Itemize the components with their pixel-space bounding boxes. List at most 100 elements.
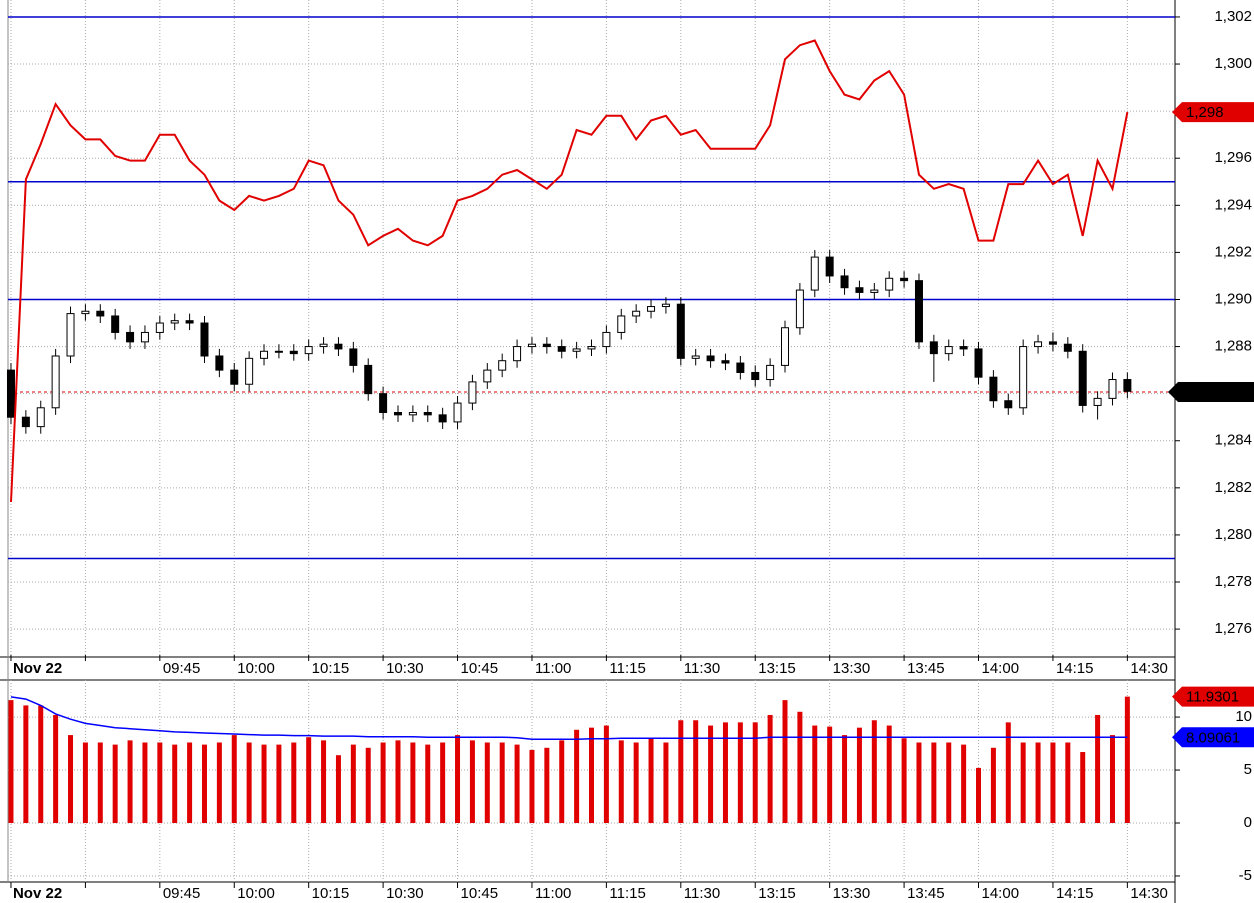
candle-body bbox=[140, 331, 149, 343]
volume-bar bbox=[514, 744, 520, 823]
candle-body bbox=[542, 343, 551, 348]
candle-body bbox=[349, 348, 358, 366]
price-marker-label: 1,298 bbox=[1186, 104, 1224, 121]
volume-bar bbox=[187, 742, 193, 823]
x-tick-label: 14:00 bbox=[982, 885, 1020, 902]
candle-body bbox=[676, 303, 685, 359]
candle-body bbox=[379, 393, 388, 413]
volume-bar bbox=[484, 742, 490, 823]
volume-bar bbox=[812, 725, 818, 823]
y-tick-label: 1,290 bbox=[1214, 290, 1252, 307]
y-tick-label: 5 bbox=[1244, 761, 1252, 778]
volume-bar bbox=[901, 738, 907, 823]
volume-bar bbox=[722, 722, 728, 823]
volume-bar bbox=[529, 749, 535, 823]
volume-bar bbox=[23, 705, 29, 823]
volume-bar bbox=[708, 725, 714, 823]
y-tick-label: -5 bbox=[1239, 867, 1252, 884]
volume-bar bbox=[544, 747, 550, 823]
candle-body bbox=[587, 346, 596, 350]
candle-body bbox=[364, 364, 373, 395]
x-tick-label: 11:30 bbox=[684, 885, 720, 902]
volume-bar bbox=[97, 742, 103, 823]
x-tick-label: 10:45 bbox=[461, 885, 499, 902]
volume-bar bbox=[782, 700, 788, 823]
volume-bar bbox=[1020, 742, 1026, 823]
candle-body bbox=[96, 310, 105, 317]
candle-body bbox=[736, 362, 745, 373]
y-tick-label: 1,288 bbox=[1214, 338, 1252, 355]
candle-body bbox=[647, 306, 656, 312]
volume-bar bbox=[8, 700, 14, 823]
x-tick-label: 10:00 bbox=[237, 660, 275, 677]
candle-body bbox=[706, 355, 715, 362]
volume-bar bbox=[380, 742, 386, 823]
candle-body bbox=[1108, 379, 1117, 399]
x-tick-label: Nov 22 bbox=[13, 660, 62, 677]
volume-bar bbox=[678, 720, 684, 823]
volume-bar bbox=[365, 747, 371, 823]
volume-bar bbox=[291, 742, 297, 823]
x-tick-label: 09:45 bbox=[163, 660, 201, 677]
x-tick-label: 14:30 bbox=[1130, 660, 1168, 677]
candle-body bbox=[21, 416, 30, 428]
candle-body bbox=[438, 414, 447, 423]
candle-body bbox=[468, 381, 477, 404]
volume-bar bbox=[38, 705, 44, 823]
candle-body bbox=[989, 376, 998, 402]
candle-body bbox=[929, 341, 938, 355]
candle-body bbox=[1048, 341, 1057, 345]
candle-body bbox=[423, 411, 432, 416]
volume-bar bbox=[455, 735, 461, 823]
x-tick-label: 13:30 bbox=[833, 660, 871, 677]
volume-bar bbox=[946, 742, 952, 823]
volume-bar bbox=[157, 742, 163, 823]
candle-body bbox=[900, 277, 909, 282]
candle-body bbox=[274, 350, 283, 353]
y-tick-label: 1,278 bbox=[1214, 573, 1252, 590]
volume-bar bbox=[886, 725, 892, 823]
volume-bar bbox=[916, 742, 922, 823]
x-tick-label: 10:30 bbox=[386, 660, 424, 677]
x-tick-label: 11:15 bbox=[609, 660, 645, 677]
price-marker bbox=[1172, 686, 1254, 707]
volume-bar bbox=[231, 735, 237, 823]
volume-bar bbox=[1050, 742, 1056, 823]
volume-bar bbox=[142, 742, 148, 823]
candle-body bbox=[632, 310, 641, 317]
series-line bbox=[10, 39, 1129, 503]
volume-bar bbox=[350, 744, 356, 823]
candle-body bbox=[781, 327, 790, 366]
candle-body bbox=[453, 402, 462, 423]
candle-body bbox=[230, 369, 239, 385]
candle-body bbox=[304, 346, 313, 355]
candle-body bbox=[825, 256, 834, 277]
candle-body bbox=[111, 315, 120, 333]
candle-body bbox=[289, 350, 298, 355]
candle-body bbox=[527, 343, 536, 348]
volume-bar bbox=[261, 744, 267, 823]
x-tick-label: 11:30 bbox=[684, 660, 720, 677]
volume-bar bbox=[68, 735, 74, 823]
candle-body bbox=[959, 346, 968, 350]
candle-body bbox=[766, 364, 775, 381]
candle-body bbox=[974, 348, 983, 378]
y-tick-label: 1,300 bbox=[1214, 55, 1252, 72]
volume-bar bbox=[827, 726, 833, 823]
y-tick-label: 10 bbox=[1235, 708, 1252, 725]
candle-body bbox=[185, 320, 194, 324]
volume-bar bbox=[1124, 696, 1130, 823]
volume-bar bbox=[395, 740, 401, 823]
volume-bar bbox=[663, 742, 669, 823]
volume-bar bbox=[469, 740, 475, 823]
candle-body bbox=[126, 331, 135, 343]
price-marker-label: 1,286.07 bbox=[1182, 384, 1240, 401]
x-tick-label: 10:15 bbox=[312, 885, 350, 902]
volume-bar bbox=[693, 720, 699, 823]
y-tick-label: 1,294 bbox=[1214, 196, 1252, 213]
candle-body bbox=[572, 348, 581, 352]
volume-bar bbox=[559, 740, 565, 823]
volume-bar bbox=[961, 744, 967, 823]
